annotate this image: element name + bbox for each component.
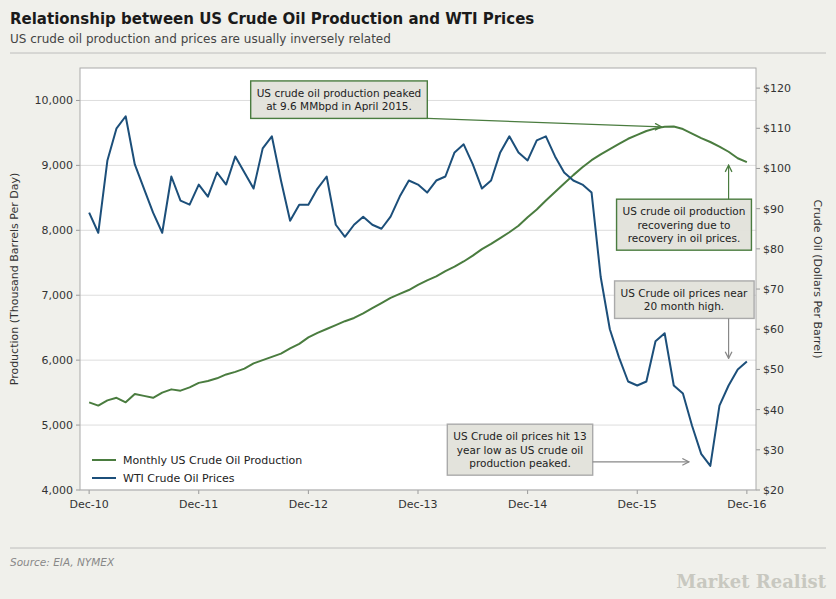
- annotation-box: [251, 81, 428, 119]
- x-tick-label: Dec-11: [179, 498, 218, 511]
- separator: [10, 548, 826, 549]
- x-tick-label: Dec-10: [70, 498, 109, 511]
- grid: [80, 100, 756, 490]
- y2-tick-label: $40: [763, 404, 784, 417]
- x-tick: [527, 490, 528, 494]
- annotation: US crude oil production peakedat 9.6 MMb…: [251, 81, 428, 119]
- y-tick: [76, 425, 80, 426]
- y2-tick: [756, 329, 760, 330]
- y2-tick: [756, 88, 760, 89]
- y-tick-label: 9,000: [42, 159, 74, 172]
- annotation-box: [615, 281, 755, 319]
- legend-swatch: [92, 477, 116, 479]
- title: Relationship between US Crude Oil Produc…: [10, 10, 534, 28]
- y2-tick: [756, 289, 760, 290]
- y2-tick: [756, 409, 760, 410]
- annotation-line: recovering due to: [638, 219, 731, 231]
- annotation-line: 20 month high.: [644, 300, 724, 312]
- annotation-line: US crude oil production: [623, 205, 746, 217]
- source: Source: EIA, NYMEX: [10, 556, 115, 568]
- annotation-text: US Crude oil prices near20 month high.: [621, 287, 749, 313]
- y-tick: [76, 360, 80, 361]
- x-tick: [198, 490, 199, 494]
- y-tick-label: 5,000: [42, 419, 74, 432]
- y2-tick-label: $120: [763, 82, 791, 95]
- annotation-line: production peaked.: [469, 457, 570, 469]
- y2-tick: [756, 449, 760, 450]
- annotation-arrow: [427, 118, 661, 127]
- y2-tick-label: $100: [763, 162, 791, 175]
- y-tick: [76, 490, 80, 491]
- annotation-line: year low as US crude oil: [457, 444, 583, 456]
- y-axis-label: Production (Thousand Barrels Per Day): [8, 173, 21, 386]
- x-tick-label: Dec-13: [398, 498, 437, 511]
- x-tick: [308, 490, 309, 494]
- series-line: [89, 126, 747, 405]
- y2-tick: [756, 168, 760, 169]
- x-tick: [637, 490, 638, 494]
- annotation-box: [617, 199, 752, 250]
- annotation-arrow: [728, 318, 729, 358]
- branding: Market Realist: [676, 571, 826, 592]
- y2-tick-label: $80: [763, 243, 784, 256]
- x-tick-label: Dec-15: [618, 498, 657, 511]
- x-tick: [418, 490, 419, 494]
- annotation-line: US crude oil production peaked: [257, 87, 422, 99]
- y2-tick-label: $90: [763, 203, 784, 216]
- y2-tick: [756, 248, 760, 249]
- annotation: US crude oil production recovering due to…: [617, 199, 752, 250]
- annotation-text: US crude oil production peakedat 9.6 MMb…: [257, 87, 422, 113]
- legend-label: Monthly US Crude Oil Production: [123, 454, 302, 467]
- chart: Relationship between US Crude Oil Produc…: [0, 0, 836, 599]
- plot-frame: [80, 68, 756, 490]
- y2-tick: [756, 208, 760, 209]
- legend: Monthly US Crude Oil Production WTI Crude…: [92, 454, 302, 485]
- annotation: US Crude oil prices hit 13 year low as US…: [447, 424, 592, 475]
- separator: [10, 53, 826, 54]
- y2-tick-label: $70: [763, 283, 784, 296]
- y-tick: [76, 100, 80, 101]
- y-tick-label: 6,000: [42, 354, 74, 367]
- y-tick-label: 4,000: [42, 484, 74, 497]
- annotation-text: US Crude oil prices hit 13 year low as US…: [453, 430, 586, 469]
- y2-tick: [756, 369, 760, 370]
- y2-tick: [756, 128, 760, 129]
- y2-tick-label: $30: [763, 444, 784, 457]
- y-tick-label: 10,000: [35, 94, 74, 107]
- y2-tick-label: $20: [763, 484, 784, 497]
- annotation-text: US crude oil production recovering due to…: [623, 205, 746, 244]
- annotation-box: [447, 424, 592, 475]
- y-tick-label: 7,000: [42, 289, 74, 302]
- grid-line: [80, 165, 756, 166]
- x-tick-label: Dec-14: [508, 498, 547, 511]
- x-tick: [746, 490, 747, 494]
- legend-label: WTI Crude Oil Prices: [123, 472, 235, 485]
- y2-tick-label: $60: [763, 323, 784, 336]
- subtitle: US crude oil production and prices are u…: [10, 32, 391, 46]
- annotation-line: at 9.6 MMbpd in April 2015.: [266, 100, 412, 112]
- annotation: US Crude oil prices near20 month high.: [615, 281, 755, 319]
- grid-line: [80, 425, 756, 426]
- annotation-arrow: [728, 165, 729, 199]
- annotation-arrow: [593, 461, 689, 462]
- y2-axis-label: Crude Oil (Dollars Per Barrel): [811, 200, 824, 359]
- y2-tick: [756, 490, 760, 491]
- y-tick: [76, 230, 80, 231]
- grid-line: [80, 360, 756, 361]
- x-tick: [89, 490, 90, 494]
- x-tick-label: Dec-12: [289, 498, 328, 511]
- y-tick: [76, 295, 80, 296]
- annotation-line: US Crude oil prices hit 13: [453, 430, 586, 442]
- y-tick: [76, 165, 80, 166]
- annotation-line: recovery in oil prices.: [628, 232, 741, 244]
- y-tick-label: 8,000: [42, 224, 74, 237]
- legend-swatch: [92, 459, 116, 461]
- annotation-line: US Crude oil prices near: [621, 287, 749, 299]
- annotations: US crude oil production peakedat 9.6 MMb…: [251, 81, 754, 475]
- y2-tick-label: $110: [763, 122, 791, 135]
- background: [0, 0, 836, 599]
- x-tick-label: Dec-16: [727, 498, 766, 511]
- y2-tick-label: $50: [763, 363, 784, 376]
- plot-area: [80, 68, 756, 490]
